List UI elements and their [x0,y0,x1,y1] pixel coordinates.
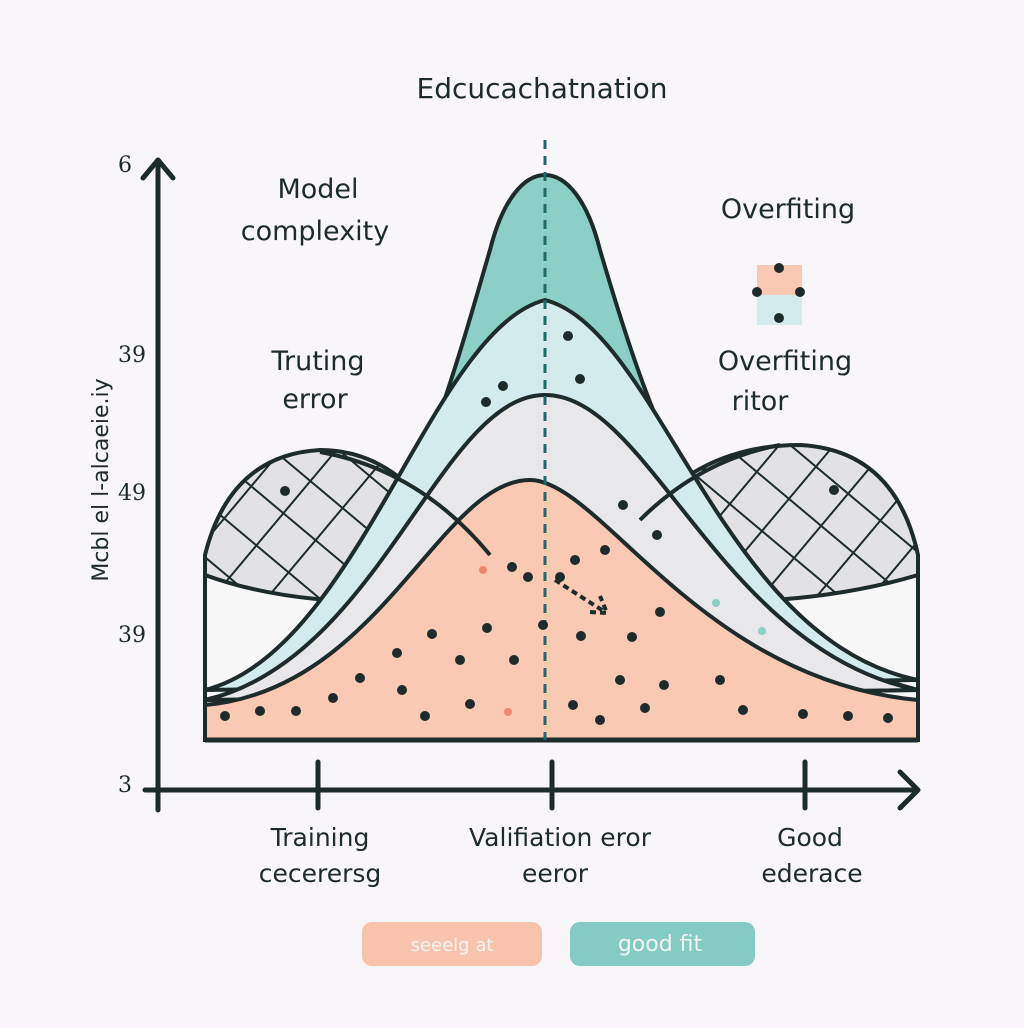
y-tick: 3 [118,773,132,798]
dot [479,566,487,574]
y-axis-label: Mcbl el l-alcaeie.iy [89,378,114,581]
annotation: Overfiting [721,194,855,225]
y-tick: 39 [118,343,146,368]
curve-arrow [319,450,492,557]
annotation: Model complexity [241,174,390,247]
x-label: Training cecerersg [259,823,382,888]
annotation: Truting error [270,346,364,415]
dot [712,599,720,607]
peach-area [203,477,920,742]
axes [140,157,921,813]
dot [504,708,512,716]
x-label: Good ederace [761,823,862,888]
button-label[interactable]: good fit [618,932,703,957]
curve-arrow [638,443,781,522]
x-label: Valifiation eror eeror [469,823,652,888]
y-tick: 39 [118,623,146,648]
y-tick: 6 [118,153,132,178]
dot [758,627,766,635]
button-label[interactable]: seeelg at [411,935,494,956]
arrow [553,578,611,616]
button[interactable]: seeelg at [362,922,542,966]
icon-dots [752,263,805,323]
title: Edcucachatnation [417,72,668,105]
y-tick: 49 [118,481,146,506]
button[interactable]: good fit [570,922,755,966]
annotation: Overfiting ritor [718,346,852,417]
dots [220,331,893,725]
